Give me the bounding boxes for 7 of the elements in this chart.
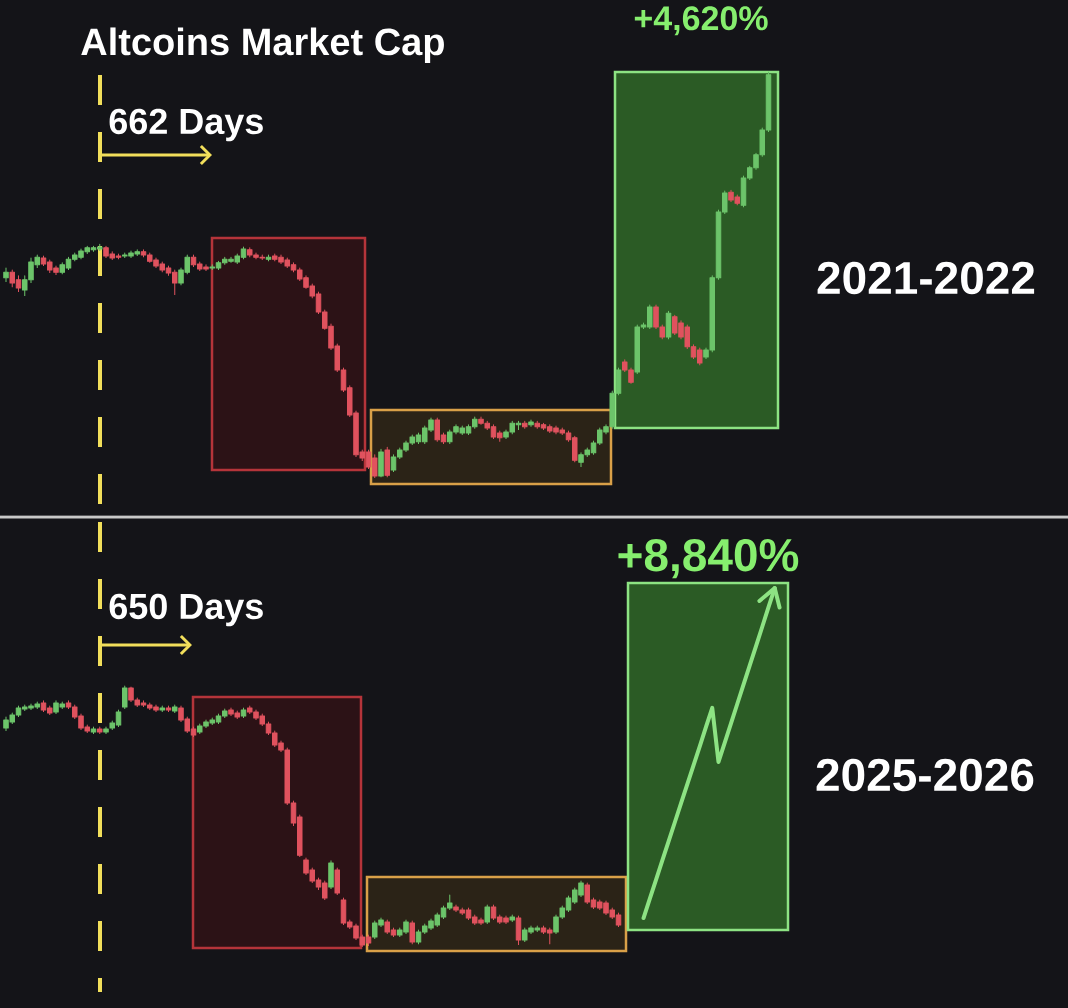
text: 2025-2026 [816,758,1034,792]
text: 2021-2022 [817,261,1035,295]
annotation: 662 Days [109,108,263,142]
chart-title: Altcoins Market Cap [81,27,444,63]
text: +4,620% [634,6,768,36]
text: 650 Days [109,593,263,627]
text: +8,840% [618,538,799,579]
